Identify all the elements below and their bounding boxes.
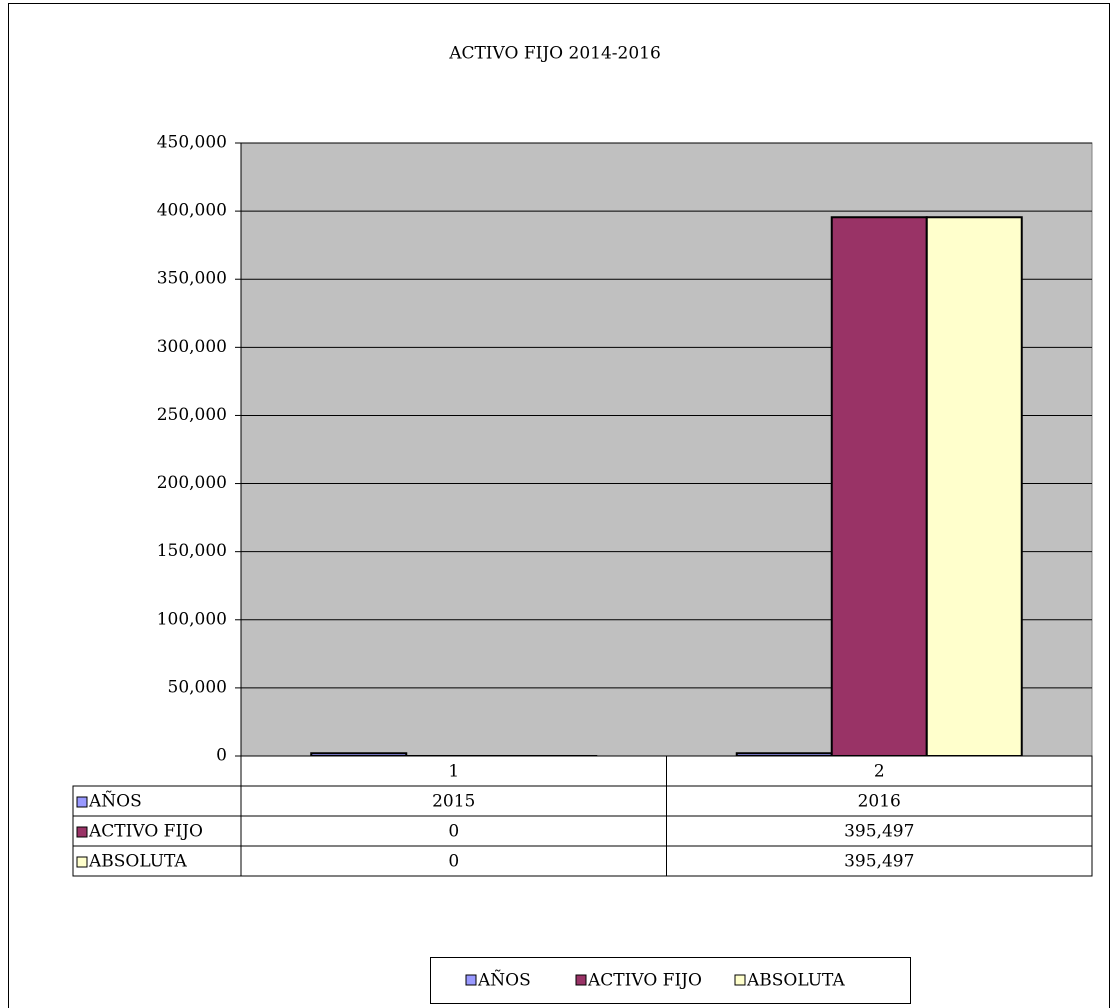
table-value: 2016: [858, 792, 901, 812]
table-value: 0: [448, 852, 459, 872]
y-tick-label: 450,000: [157, 133, 227, 153]
legend-key: [734, 974, 746, 986]
table-value: 2015: [432, 792, 475, 812]
x-tick-label: 2: [874, 762, 885, 782]
y-tick-label: 250,000: [157, 405, 227, 425]
bar: [830, 216, 928, 758]
chart-title: ACTIVO FIJO 2014-2016: [448, 44, 661, 64]
y-tick-label: 400,000: [157, 201, 227, 221]
table-value: 395,497: [844, 822, 914, 842]
legend-label: AÑOS: [477, 970, 531, 991]
legend: [430, 957, 911, 1004]
series-label: AÑOS: [88, 791, 142, 812]
y-tick-label: 350,000: [157, 269, 227, 289]
bar: [925, 216, 1023, 758]
legend-key: [465, 974, 477, 986]
y-tick-label: 100,000: [157, 609, 227, 629]
x-tick-label: 1: [448, 762, 459, 782]
legend-key: [76, 856, 88, 868]
legend-label: ABSOLUTA: [746, 971, 845, 991]
table-value: 0: [448, 822, 459, 842]
y-tick-label: 150,000: [157, 541, 227, 561]
y-tick-label: 50,000: [168, 677, 227, 697]
y-tick-label: 0: [216, 746, 227, 766]
legend-key: [76, 826, 88, 838]
data-table: [72, 785, 1093, 877]
series-label: ABSOLUTA: [88, 852, 187, 872]
legend-label: ACTIVO FIJO: [587, 971, 702, 991]
series-label: ACTIVO FIJO: [88, 822, 203, 842]
legend-key: [575, 974, 587, 986]
legend-key: [76, 796, 88, 808]
y-tick-label: 300,000: [157, 337, 227, 357]
y-tick-label: 200,000: [157, 473, 227, 493]
table-value: 395,497: [844, 852, 914, 872]
